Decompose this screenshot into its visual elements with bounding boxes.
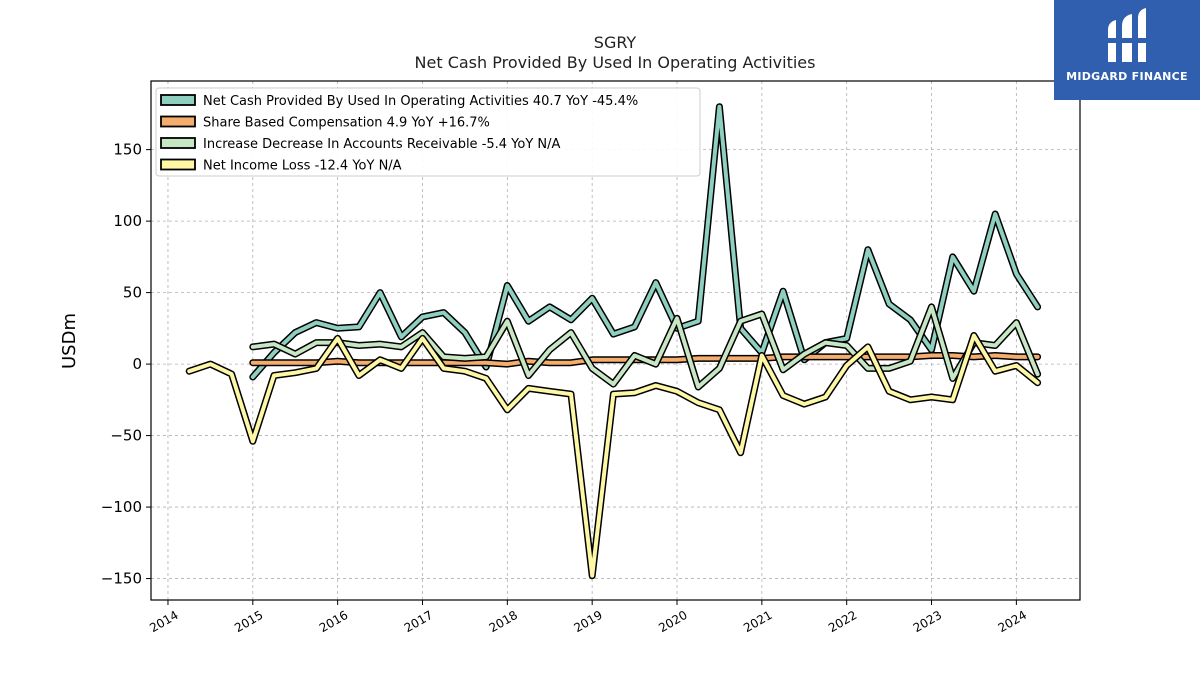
y-tick-label: 50 bbox=[123, 284, 142, 302]
legend-label: Increase Decrease In Accounts Receivable… bbox=[203, 137, 561, 152]
legend: Net Cash Provided By Used In Operating A… bbox=[155, 87, 701, 177]
legend-swatch bbox=[160, 137, 196, 149]
y-tick-label: −50 bbox=[110, 427, 142, 445]
plot-frame bbox=[150, 80, 1081, 601]
chart-title: SGRY bbox=[594, 33, 637, 52]
logo-mark-icon bbox=[1106, 8, 1148, 62]
y-tick-label: 150 bbox=[113, 141, 142, 159]
legend-items: Net Cash Provided By Used In Operating A… bbox=[160, 94, 638, 174]
series-2 bbox=[249, 303, 1042, 391]
series-0 bbox=[249, 103, 1042, 381]
midgard-finance-logo: MIDGARD FINANCE bbox=[1054, 0, 1200, 100]
series-line bbox=[187, 333, 1040, 578]
y-tick-label: −100 bbox=[101, 498, 142, 516]
series-layer bbox=[185, 103, 1042, 580]
chart-subtitle: Net Cash Provided By Used In Operating A… bbox=[415, 53, 816, 72]
legend-swatch bbox=[160, 94, 196, 106]
legend-swatch bbox=[160, 115, 196, 128]
legend-label: Share Based Compensation 4.9 YoY +16.7% bbox=[203, 116, 490, 131]
y-axis-ticks: 150 100 50 0 −50 −100 −150 bbox=[101, 141, 151, 588]
series-3 bbox=[185, 332, 1042, 580]
y-tick-label: 0 bbox=[132, 355, 142, 373]
logo-brand-text: MIDGARD FINANCE bbox=[1066, 70, 1188, 83]
y-tick-label: −150 bbox=[101, 570, 142, 588]
legend-label: Net Income Loss -12.4 YoY N/A bbox=[203, 159, 402, 174]
legend-box bbox=[155, 87, 701, 177]
legend-swatch bbox=[160, 158, 196, 171]
y-tick-label: 100 bbox=[113, 212, 142, 230]
legend-label: Net Cash Provided By Used In Operating A… bbox=[203, 94, 638, 109]
series-line bbox=[250, 304, 1040, 389]
series-line bbox=[250, 104, 1040, 379]
y-axis-label: USDm bbox=[59, 313, 80, 369]
